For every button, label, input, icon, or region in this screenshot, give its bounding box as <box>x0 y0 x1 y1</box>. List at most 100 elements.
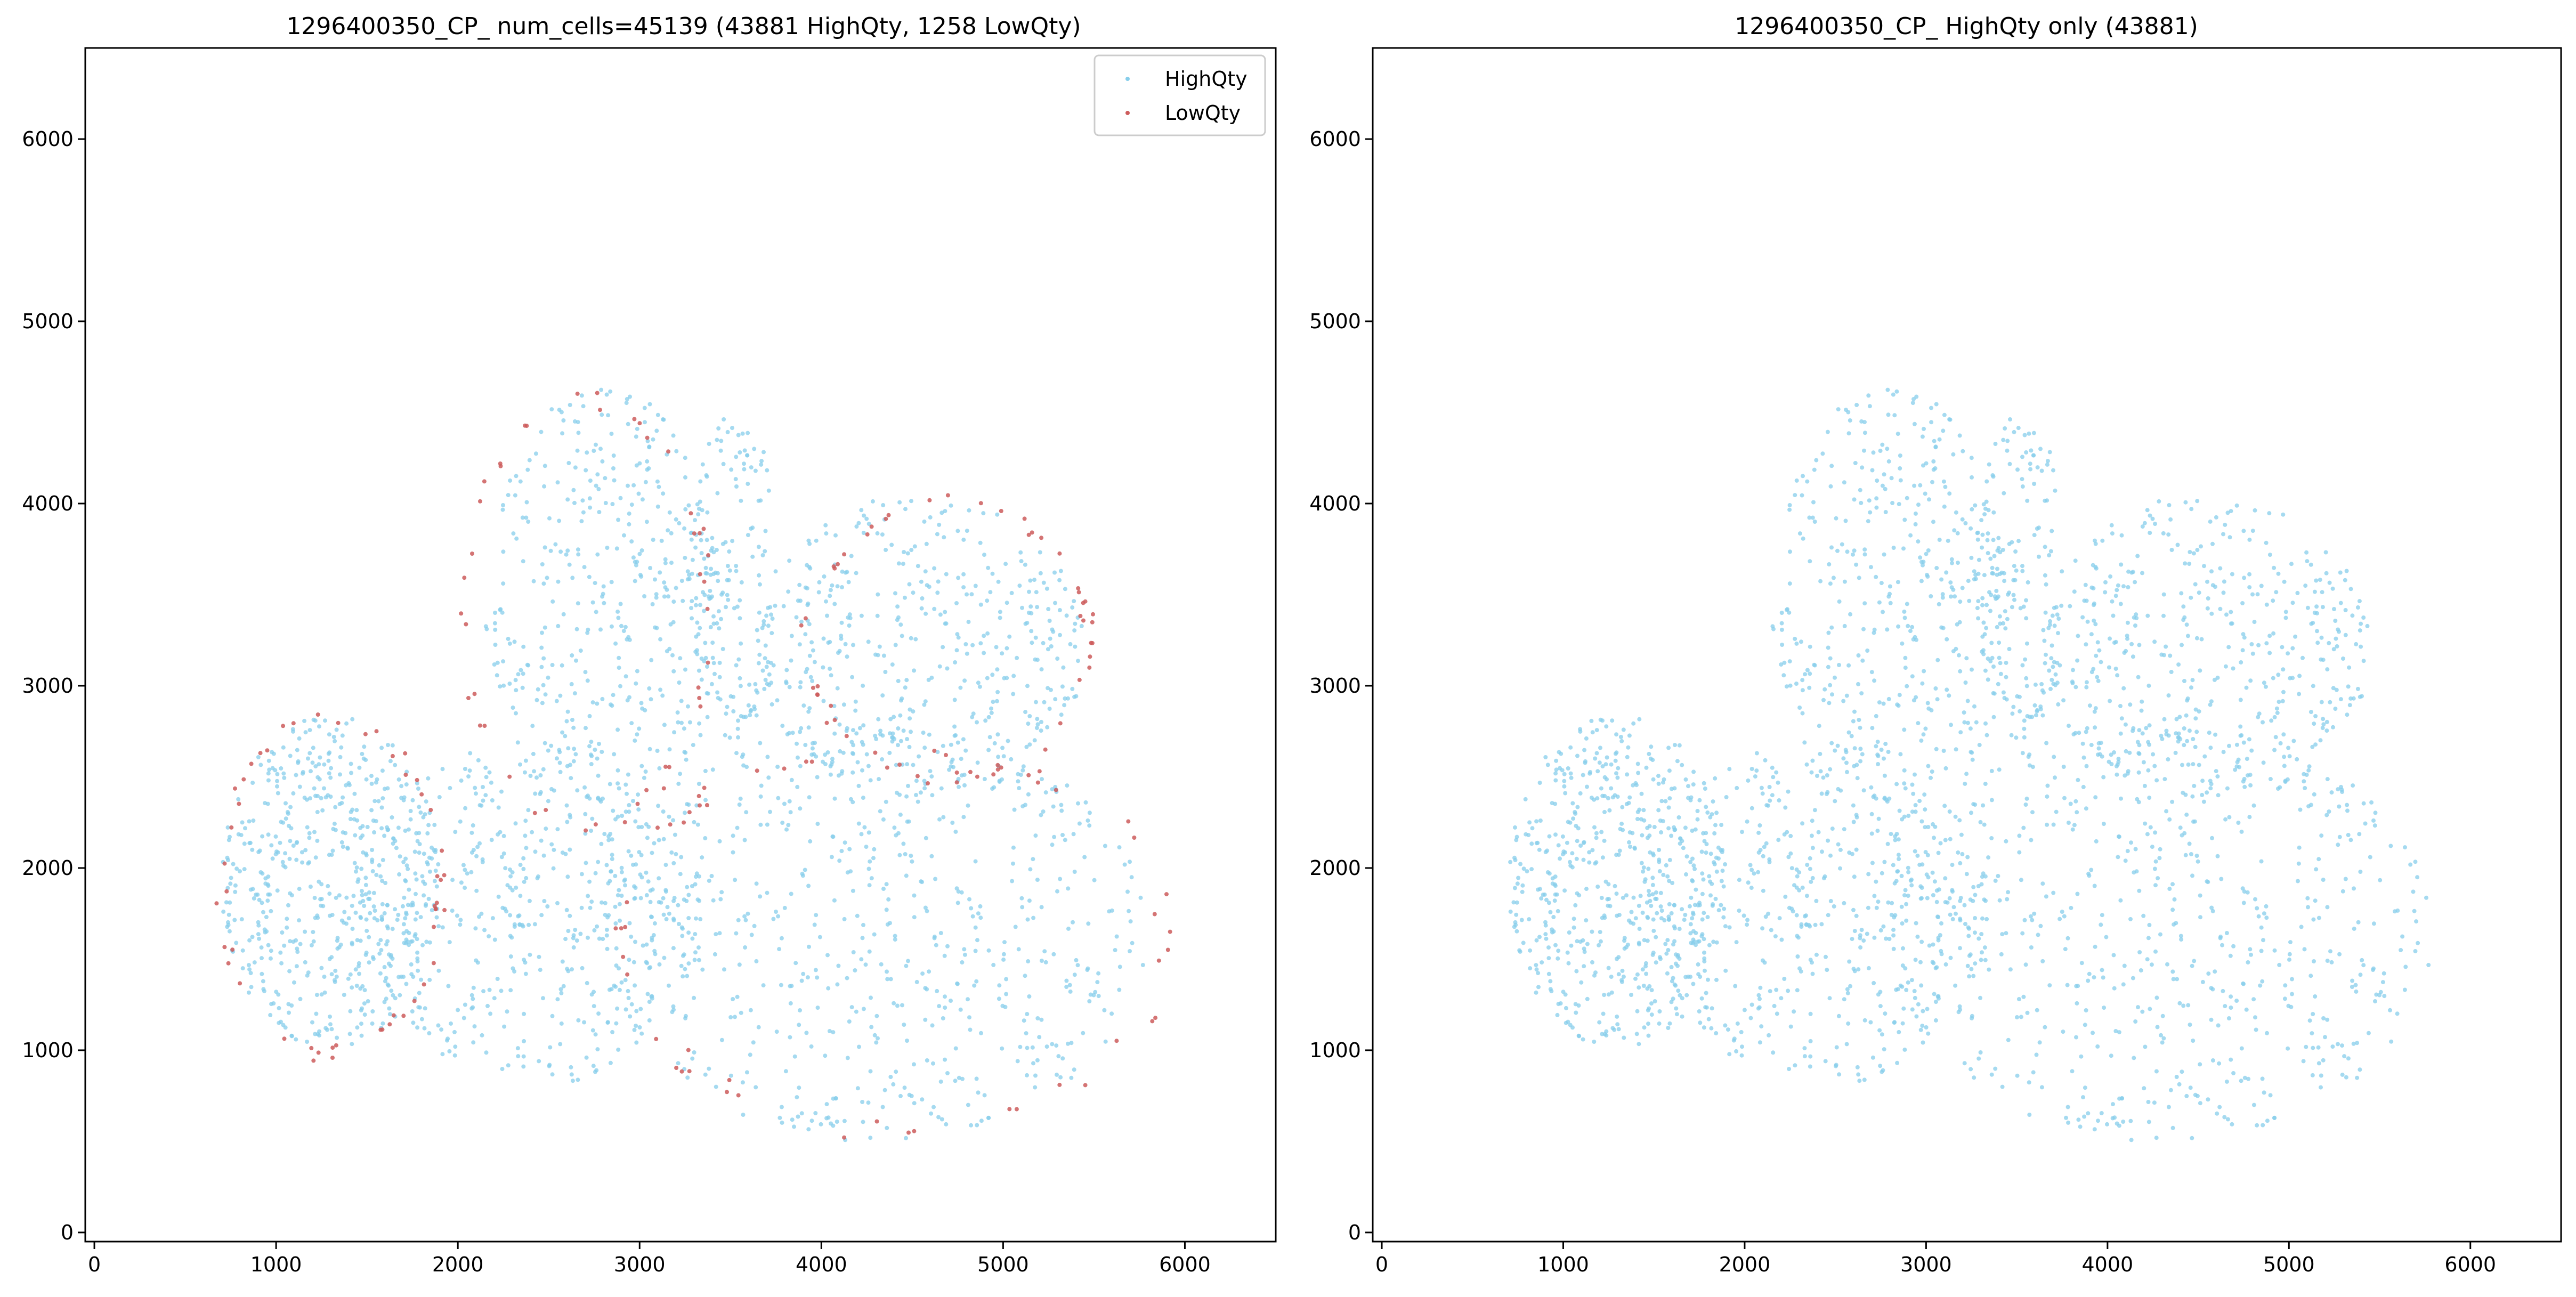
scatter-point-highqty <box>2253 897 2257 902</box>
scatter-point-highqty <box>2112 641 2117 645</box>
scatter-point-highqty <box>885 977 890 982</box>
scatter-point-highqty <box>1782 977 1787 981</box>
scatter-point-highqty <box>1521 941 1526 945</box>
scatter-point-highqty <box>260 871 265 876</box>
scatter-point-highqty <box>1708 893 1713 898</box>
scatter-point-highqty <box>1589 718 1594 723</box>
scatter-point-highqty <box>1637 903 1641 908</box>
scatter-point-highqty <box>1921 560 1926 564</box>
scatter-point-highqty <box>277 1020 281 1025</box>
scatter-point-highqty <box>2228 953 2233 958</box>
scatter-point-highqty <box>888 977 893 982</box>
scatter-point-highqty <box>226 838 231 842</box>
scatter-point-highqty <box>2017 850 2022 855</box>
scatter-point-highqty <box>1608 904 1613 909</box>
scatter-point-highqty <box>700 508 704 513</box>
scatter-point-highqty <box>1659 799 1664 804</box>
scatter-point-highqty <box>1788 549 1792 554</box>
scatter-point-highqty <box>853 968 857 972</box>
scatter-point-highqty <box>1760 958 1765 963</box>
scatter-point-highqty <box>784 827 789 832</box>
scatter-point-highqty <box>1015 655 1019 660</box>
scatter-point-highqty <box>1645 986 1650 991</box>
scatter-point-lowqty <box>1090 620 1095 625</box>
scatter-point-highqty <box>596 773 601 778</box>
scatter-point-highqty <box>711 661 716 666</box>
scatter-point-highqty <box>2078 1124 2083 1129</box>
scatter-point-highqty <box>301 771 305 776</box>
scatter-point-highqty <box>2038 447 2043 451</box>
scatter-point-highqty <box>908 716 912 721</box>
scatter-point-highqty <box>322 975 327 979</box>
scatter-point-highqty <box>2263 684 2268 689</box>
scatter-point-highqty <box>565 820 570 824</box>
scatter-point-highqty <box>1837 1072 1842 1077</box>
scatter-point-highqty <box>1875 479 1880 483</box>
scatter-point-highqty <box>329 1027 334 1032</box>
scatter-point-highqty <box>368 911 372 915</box>
scatter-point-highqty <box>508 885 513 890</box>
scatter-point-highqty <box>1880 442 1885 447</box>
scatter-point-highqty <box>2025 498 2030 503</box>
scatter-point-highqty <box>417 842 422 847</box>
scatter-point-highqty <box>2188 1023 2192 1027</box>
scatter-point-highqty <box>1666 826 1671 831</box>
scatter-point-highqty <box>828 594 832 598</box>
scatter-point-highqty <box>1614 732 1619 737</box>
scatter-point-highqty <box>831 1030 836 1035</box>
scatter-point-highqty <box>468 751 473 756</box>
scatter-point-highqty <box>1845 991 1850 995</box>
scatter-point-highqty <box>1628 845 1632 849</box>
scatter-point-highqty <box>2190 678 2195 683</box>
scatter-point-highqty <box>966 620 971 625</box>
scatter-point-lowqty <box>330 1045 335 1050</box>
scatter-point-highqty <box>2239 1079 2243 1083</box>
scatter-point-highqty <box>1918 555 1923 560</box>
scatter-point-highqty <box>1794 913 1799 918</box>
scatter-point-highqty <box>317 1029 322 1034</box>
scatter-point-highqty <box>2101 775 2106 780</box>
scatter-point-highqty <box>2247 737 2251 742</box>
scatter-point-highqty <box>1001 957 1006 962</box>
scatter-point-highqty <box>2121 686 2126 691</box>
scatter-point-highqty <box>602 832 607 837</box>
scatter-point-highqty <box>896 831 901 836</box>
scatter-point-highqty <box>788 984 792 988</box>
scatter-point-lowqty <box>330 1056 335 1060</box>
scatter-point-highqty <box>920 1097 925 1102</box>
scatter-point-highqty <box>240 948 245 953</box>
scatter-point-highqty <box>1982 573 1987 578</box>
scatter-point-highqty <box>323 718 327 723</box>
scatter-point-highqty <box>1017 786 1022 790</box>
scatter-point-highqty <box>1574 856 1579 861</box>
scatter-point-highqty <box>739 498 743 503</box>
scatter-point-highqty <box>307 836 312 840</box>
scatter-point-highqty <box>1584 918 1589 923</box>
scatter-point-highqty <box>603 476 607 481</box>
scatter-point-highqty <box>739 1010 743 1015</box>
scatter-point-highqty <box>2324 813 2329 817</box>
scatter-point-highqty <box>645 836 650 840</box>
scatter-point-highqty <box>310 760 315 765</box>
scatter-point-highqty <box>1874 744 1878 749</box>
scatter-point-highqty <box>490 798 495 802</box>
scatter-point-highqty <box>600 412 604 417</box>
scatter-point-highqty <box>897 853 902 857</box>
scatter-point-highqty <box>857 726 862 731</box>
scatter-point-highqty <box>1918 1027 1923 1032</box>
scatter-point-highqty <box>512 922 517 927</box>
scatter-point-highqty <box>736 657 741 662</box>
scatter-point-highqty <box>2003 626 2008 631</box>
scatter-point-highqty <box>339 918 344 923</box>
scatter-point-highqty <box>731 997 735 1001</box>
scatter-point-highqty <box>305 825 310 830</box>
scatter-point-highqty <box>1582 840 1586 845</box>
scatter-point-lowqty <box>755 768 759 773</box>
scatter-point-highqty <box>1924 872 1929 877</box>
scatter-point-highqty <box>1629 993 1633 997</box>
scatter-point-highqty <box>991 962 996 967</box>
scatter-point-highqty <box>1039 813 1043 817</box>
scatter-point-highqty <box>935 750 940 755</box>
scatter-point-highqty <box>2336 1042 2340 1047</box>
scatter-point-highqty <box>1656 808 1661 813</box>
